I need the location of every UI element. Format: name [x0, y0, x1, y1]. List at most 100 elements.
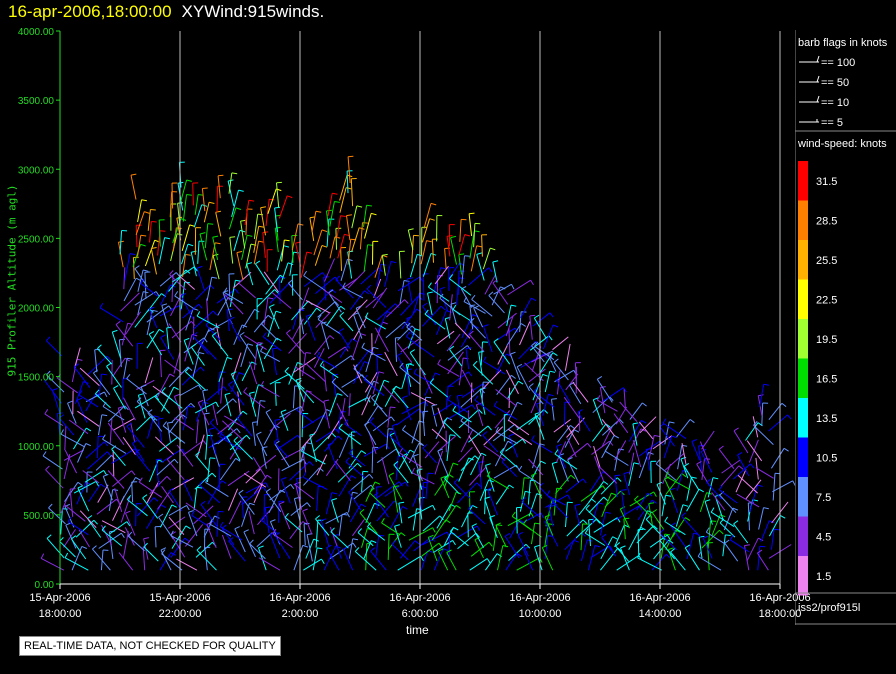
wind-barb — [546, 494, 566, 506]
wind-barb — [188, 512, 198, 537]
wind-barb-flag — [162, 421, 167, 427]
wind-barb-flag — [719, 529, 724, 535]
wind-barb-flag — [710, 507, 715, 513]
wind-barb-flag — [510, 351, 516, 355]
wind-barb — [386, 299, 405, 318]
wind-barb-flag — [416, 308, 422, 313]
wind-barb — [174, 417, 194, 431]
wind-barb-flag — [226, 433, 232, 438]
wind-barb — [377, 311, 388, 333]
wind-barb — [199, 484, 221, 504]
wind-barb-flag — [342, 282, 346, 288]
wind-barb — [556, 379, 571, 402]
wind-barb — [156, 490, 171, 510]
wind-barb-flag — [449, 434, 456, 436]
wind-barb — [407, 328, 416, 349]
wind-barb — [665, 473, 683, 495]
wind-barb — [118, 339, 122, 368]
wind-barb-flag — [169, 373, 175, 377]
wind-barb — [280, 262, 289, 284]
wind-barb — [651, 553, 667, 571]
wind-barb-flag — [544, 518, 551, 523]
wind-barb — [224, 415, 246, 429]
wind-barb-flag — [103, 391, 108, 398]
wind-barb — [483, 360, 506, 375]
wind-barb — [206, 386, 225, 402]
wind-barb — [448, 491, 457, 512]
wind-barb-flag — [529, 314, 536, 317]
wind-barb — [289, 461, 310, 481]
wind-barb — [458, 254, 462, 275]
wind-barb — [412, 292, 421, 314]
wind-barb-flag — [272, 528, 277, 534]
wind-barb — [195, 419, 199, 444]
wind-barb-flag — [378, 371, 385, 374]
wind-barb — [677, 445, 683, 470]
wind-barb — [551, 399, 555, 421]
wind-barb — [236, 417, 253, 437]
wind-barb — [293, 483, 315, 500]
wind-barb-flag — [393, 461, 399, 466]
wind-barb — [87, 518, 102, 538]
wind-barb — [265, 491, 282, 513]
wind-barb-flag — [476, 402, 482, 406]
wind-barb — [224, 293, 244, 315]
wind-barb — [376, 303, 396, 321]
wind-barb — [244, 200, 250, 225]
wind-barb — [228, 172, 233, 194]
wind-barb — [363, 379, 385, 397]
wind-barb-flag — [316, 351, 321, 357]
wind-barb — [665, 529, 676, 550]
wind-barb — [749, 484, 758, 512]
wind-barb — [182, 440, 204, 456]
wind-barb — [723, 507, 734, 531]
wind-barb — [602, 387, 624, 402]
wind-barb-flag — [129, 253, 136, 256]
wind-barb-flag — [394, 524, 400, 527]
wind-barb-flag — [200, 339, 205, 344]
wind-barb — [229, 319, 241, 342]
wind-barb — [135, 452, 151, 472]
wind-barb — [458, 446, 473, 463]
x-tick-time: 2:00:00 — [282, 608, 319, 620]
wind-barb-flag — [262, 486, 267, 492]
wind-barb-flag — [243, 529, 249, 533]
wind-barb-flag — [370, 547, 376, 552]
wind-barb-flag — [753, 421, 758, 426]
wind-barb-flag — [443, 548, 449, 552]
wind-barb-flag — [329, 335, 335, 340]
wind-barb — [566, 519, 584, 537]
wind-barb-flag — [577, 408, 583, 413]
wind-barb — [504, 536, 520, 559]
wind-barb-flag — [378, 534, 385, 537]
wind-barb-flag — [265, 488, 271, 493]
wind-barb — [239, 335, 256, 359]
wind-barb-flag — [426, 240, 432, 243]
wind-barb — [551, 463, 559, 484]
wind-barb-flag — [381, 518, 385, 524]
wind-barb-flag — [247, 343, 254, 346]
wind-barb — [323, 545, 337, 571]
wind-barb — [339, 315, 354, 332]
wind-barb — [77, 410, 100, 427]
wind-barb — [516, 507, 518, 534]
wind-barb — [348, 450, 362, 469]
x-tick-date: 15-Apr-2006 — [29, 592, 90, 604]
wind-barb-flag — [427, 472, 434, 475]
speed-swatch — [798, 398, 808, 438]
wind-barb-flag — [71, 535, 77, 540]
wind-barb-flag — [705, 527, 710, 533]
wind-barb — [87, 451, 108, 470]
wind-barb-flag — [540, 460, 546, 465]
speed-swatch — [798, 319, 808, 359]
wind-barb-flag — [485, 463, 491, 466]
wind-barb-flag — [161, 387, 166, 392]
wind-barb — [492, 524, 498, 551]
wind-barb-flag — [492, 279, 498, 284]
wind-barb-flag — [143, 542, 148, 548]
wind-barb — [221, 534, 232, 559]
wind-barb — [166, 459, 185, 481]
speed-bin-label: 10.5 — [816, 452, 837, 464]
wind-barb-flag — [420, 555, 424, 562]
wind-barb — [233, 324, 243, 345]
